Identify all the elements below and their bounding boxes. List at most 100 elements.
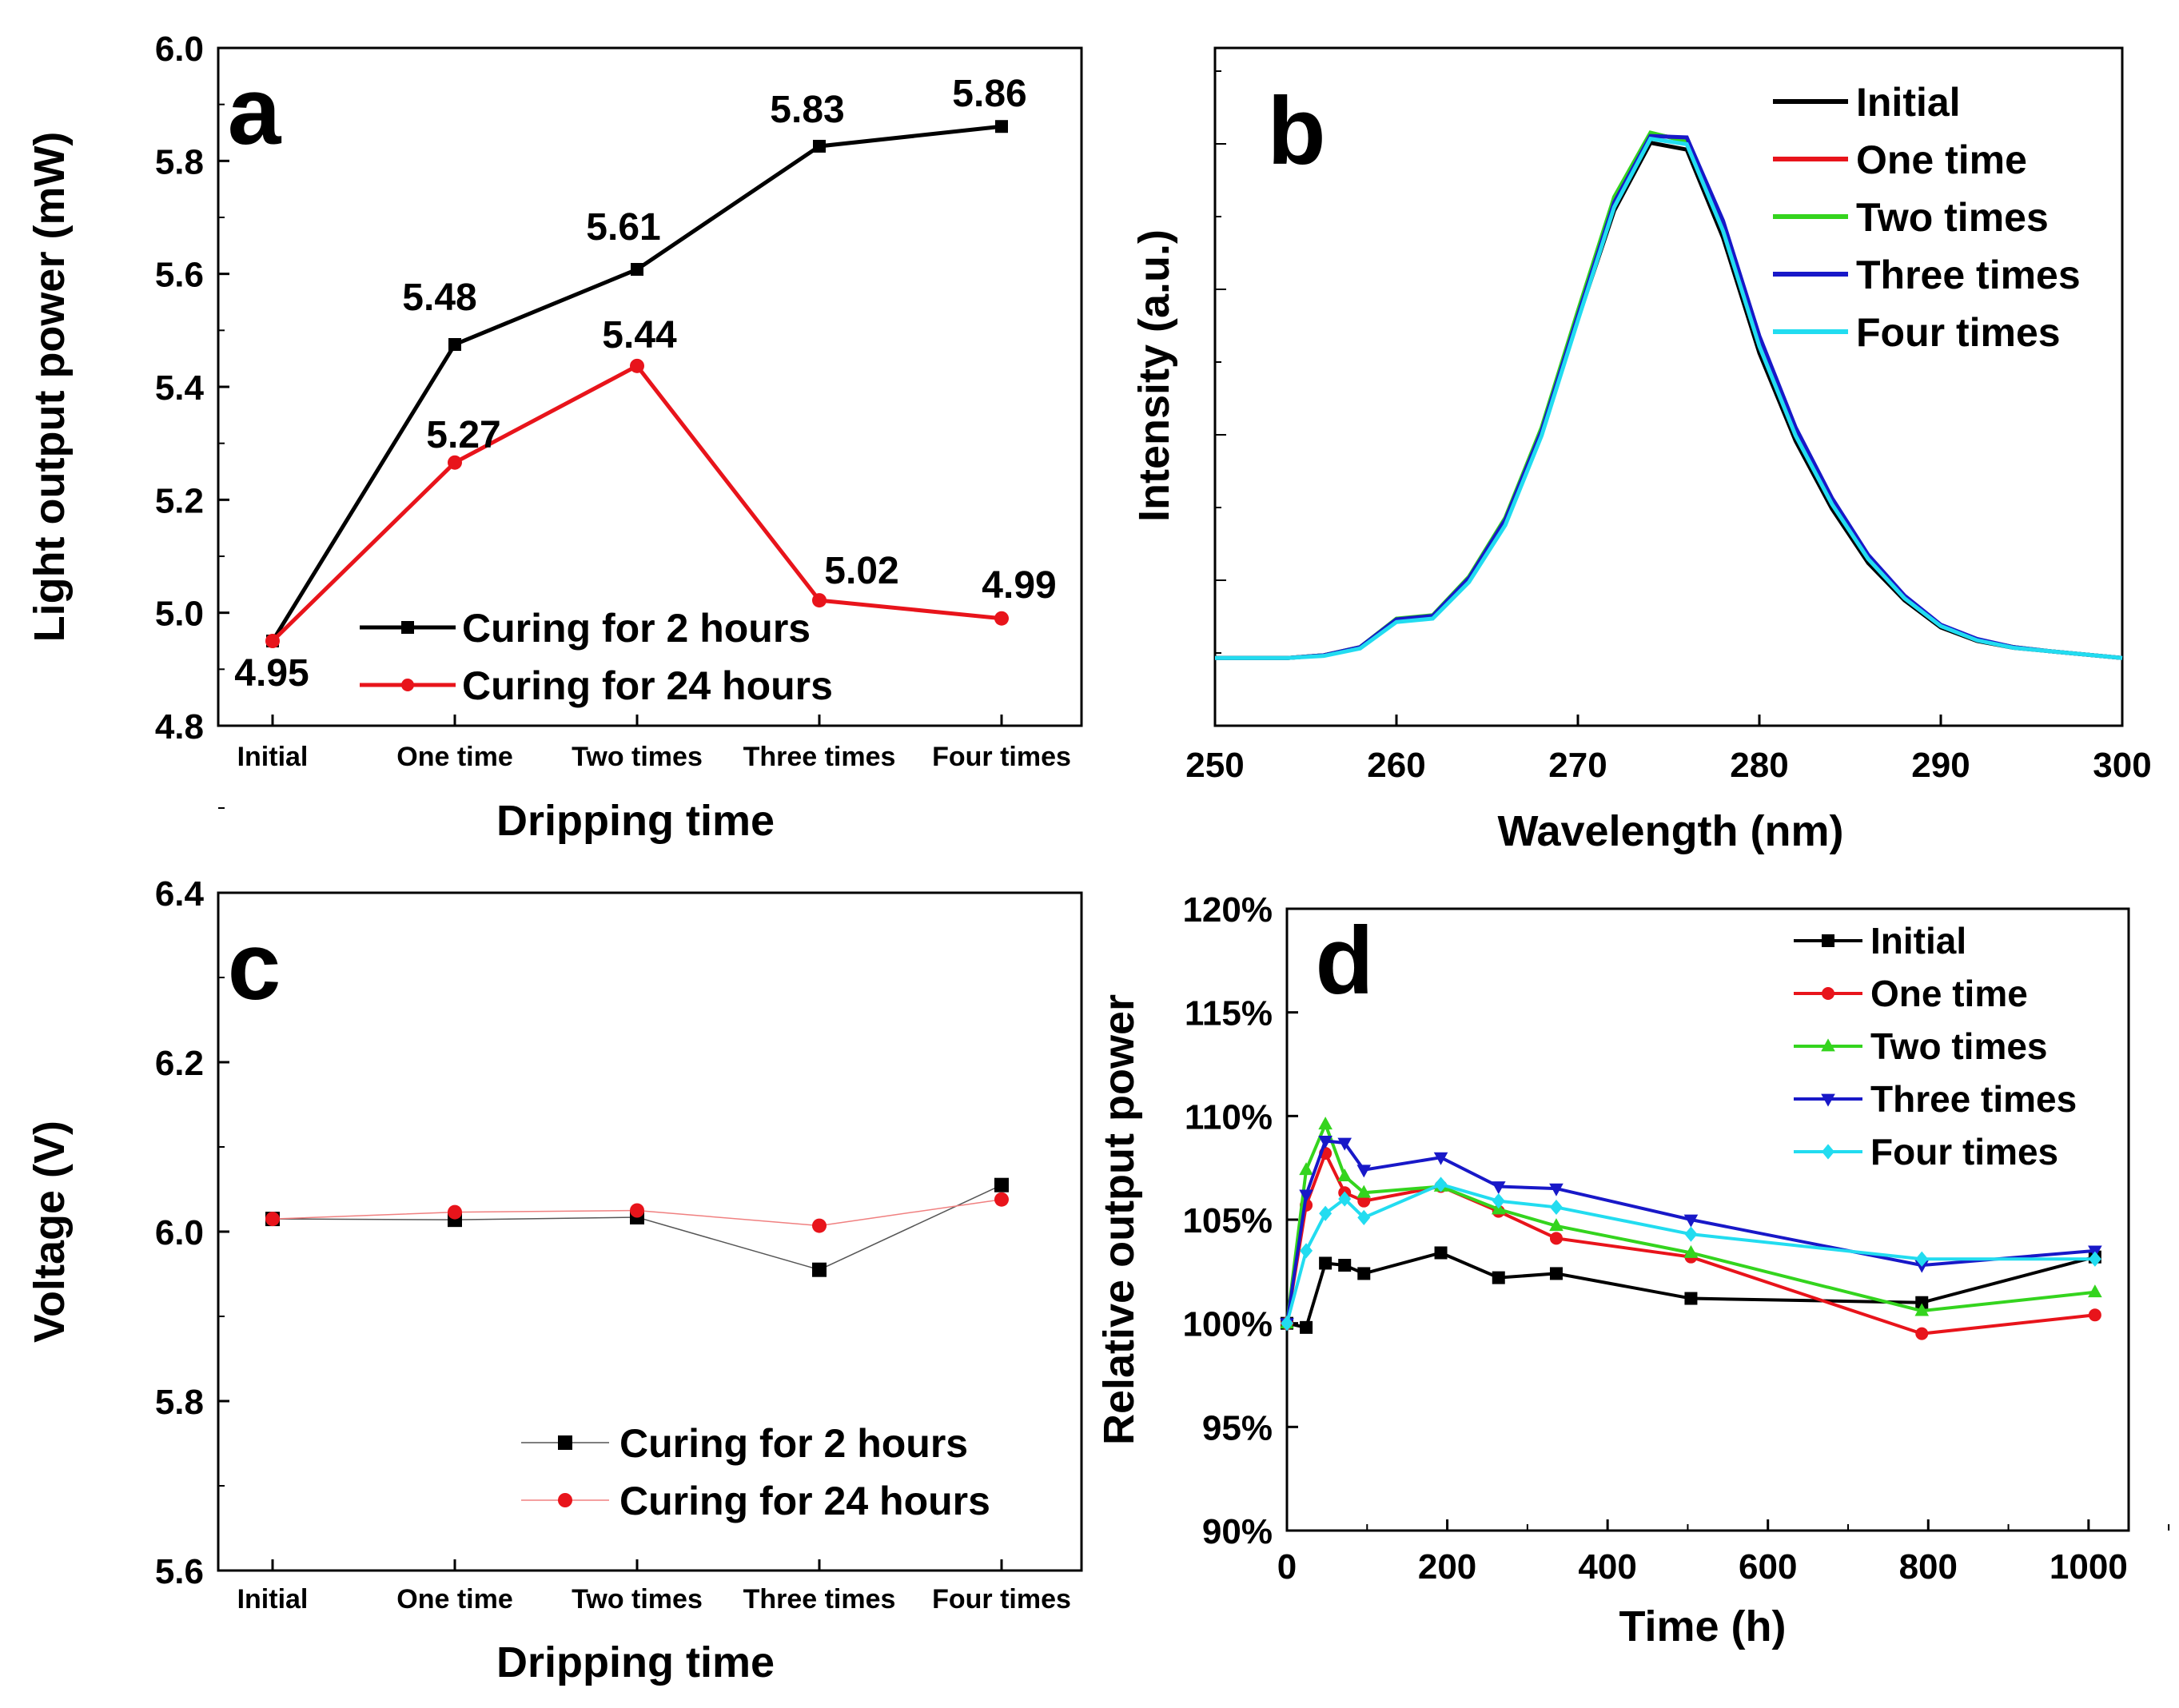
data-point: [812, 1218, 827, 1233]
y-tick-label: 4.8: [155, 707, 204, 747]
data-point: [1281, 1316, 1293, 1332]
data-point: [1549, 1232, 1563, 1245]
data-point: [812, 1262, 827, 1277]
data-point: [1915, 1251, 1929, 1267]
data-point: [812, 593, 827, 608]
data-point: [1684, 1226, 1698, 1242]
data-point: [630, 358, 644, 373]
y-tick-label: 100%: [1182, 1305, 1273, 1344]
data-label: 5.61: [586, 206, 660, 249]
x-axis-title: Dripping time: [496, 797, 775, 845]
x-tick-label: 250: [1185, 746, 1244, 785]
x-tick-label: 290: [1911, 746, 1970, 785]
legend-label: One time: [1870, 973, 2028, 1014]
legend-label: Two times: [1856, 195, 2049, 240]
data-point: [994, 1192, 1009, 1207]
y-axis-title: Relative output power: [1095, 994, 1143, 1445]
data-point: [1549, 1218, 1564, 1232]
x-tick-label: Two times: [572, 1584, 703, 1614]
data-point: [1356, 1165, 1372, 1178]
panel-b: 250 260 270 280 290 300 Wavelength (nm) Intensi…: [1130, 46, 2152, 855]
legend-marker: [1822, 934, 1834, 947]
series-line-4: [1215, 136, 2123, 660]
x-tick-label: 280: [1730, 746, 1788, 785]
data-point: [1300, 1243, 1313, 1259]
data-point: [1915, 1296, 1929, 1309]
x-axis-title: Time (h): [1619, 1602, 1786, 1650]
panel-label: d: [1315, 907, 1373, 1014]
data-point: [1319, 1205, 1332, 1221]
legend-marker: [401, 679, 414, 691]
y-tick-label: 5.0: [155, 595, 204, 634]
data-point: [631, 263, 643, 277]
x-tick-label: Three times: [743, 742, 896, 772]
panel-label: c: [228, 913, 281, 1020]
y-tick-label: 105%: [1182, 1201, 1273, 1240]
data-point: [448, 1204, 462, 1220]
legend-label: Curing for 2 hours: [619, 1421, 968, 1466]
legend-label: Four times: [1856, 310, 2061, 355]
legend-label: Four times: [1870, 1131, 2058, 1173]
panel-label: b: [1267, 78, 1325, 185]
data-point: [1299, 1162, 1313, 1176]
data-point: [1300, 1320, 1313, 1334]
legend-label: Curing for 24 hours: [619, 1479, 990, 1523]
series-line-1: [271, 363, 1002, 643]
panel-a: 4.8 5.0 5.2 5.4 5.6 5.8 6.0 Initial One time Two …: [26, 30, 1083, 845]
data-point: [1915, 1327, 1929, 1340]
data-point: [1356, 1184, 1372, 1198]
series-line-0: [272, 1184, 1002, 1271]
x-tick-label: 600: [1739, 1547, 1797, 1587]
data-point: [1318, 1136, 1332, 1149]
x-tick-label: 260: [1367, 746, 1425, 785]
y-tick-label: 6.0: [155, 1213, 204, 1252]
legend-label: One time: [1856, 137, 2027, 182]
data-label: 4.95: [234, 652, 309, 695]
data-point: [813, 139, 826, 153]
y-tick-label: 120%: [1182, 890, 1273, 930]
y-tick-label: 95%: [1202, 1408, 1273, 1447]
x-tick-label: Two times: [572, 742, 703, 772]
data-point: [1433, 1152, 1448, 1165]
x-tick-label: 200: [1418, 1547, 1476, 1587]
x-tick-label: 0: [1277, 1547, 1297, 1587]
plot-frame: [217, 891, 1083, 1572]
data-label: 5.83: [770, 89, 844, 131]
legend-label: Curing for 2 hours: [462, 606, 811, 651]
x-tick-label: Initial: [237, 742, 309, 772]
y-axis-title: Intensity (a.u.): [1130, 229, 1178, 522]
x-tick-label: Four times: [932, 742, 1071, 772]
y-tick-label: 5.8: [155, 1383, 204, 1422]
data-point: [1683, 1244, 1699, 1258]
data-point: [1914, 1303, 1930, 1316]
data-point: [1683, 1214, 1699, 1228]
y-tick-label: 5.8: [155, 142, 204, 181]
x-tick-label: 800: [1899, 1547, 1958, 1587]
data-label: 5.86: [952, 73, 1026, 115]
y-tick-label: 90%: [1202, 1512, 1273, 1551]
x-tick-label: One time: [396, 1584, 512, 1614]
legend-marker: [1821, 1093, 1835, 1107]
data-point: [994, 1177, 1009, 1192]
data-point: [1319, 1256, 1332, 1270]
data-label: 5.27: [426, 414, 500, 456]
plot-frame: [1213, 46, 2124, 727]
panel-d: 90% 95% 100% 105% 110% 115% 120% 0 200 400 600 800 1…: [1095, 890, 2170, 1650]
panel-c: 5.6 5.8 6.0 6.2 6.4 Initial One time Two times T…: [26, 807, 1083, 1686]
data-point: [1434, 1176, 1448, 1192]
series-line-0: [1286, 1251, 2096, 1330]
y-tick-label: 5.6: [155, 1552, 204, 1591]
data-point: [1357, 1267, 1371, 1280]
legend-label: Initial: [1856, 80, 1961, 125]
y-tick-label: 5.4: [155, 368, 205, 408]
legend-marker: [558, 1435, 572, 1450]
legend-label: Three times: [1870, 1078, 2077, 1120]
data-point: [1549, 1267, 1563, 1280]
x-tick-label: Initial: [237, 1584, 309, 1614]
legend-marker: [1821, 1038, 1835, 1052]
y-tick-label: 110%: [1185, 1097, 1273, 1137]
data-point: [1549, 1199, 1563, 1216]
x-tick-label: One time: [396, 742, 512, 772]
x-tick-label: Three times: [743, 1584, 896, 1614]
